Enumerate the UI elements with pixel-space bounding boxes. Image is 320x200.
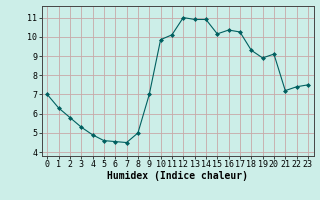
X-axis label: Humidex (Indice chaleur): Humidex (Indice chaleur) [107, 171, 248, 181]
